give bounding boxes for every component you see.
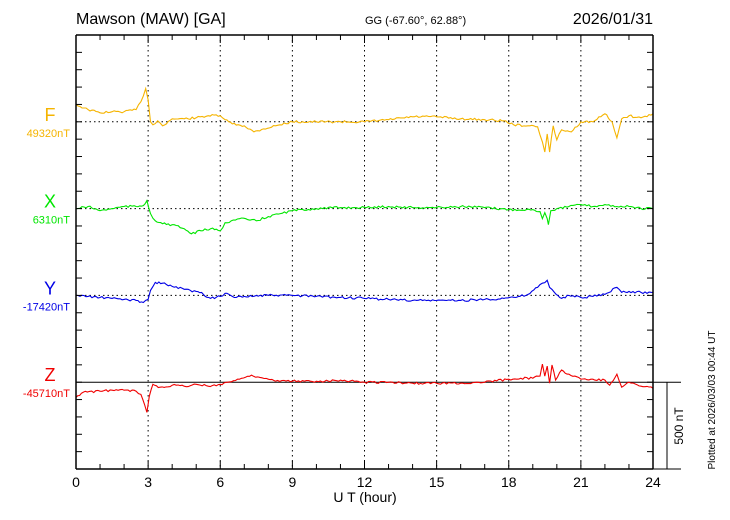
x-tick-label: 0 (72, 474, 80, 490)
chart-date: 2026/01/31 (573, 11, 653, 28)
chart-subtitle: GG (-67.60°, 62.88°) (365, 15, 466, 27)
trace-name-f: F (45, 105, 56, 125)
x-tick-label: 6 (216, 474, 224, 490)
scale-bar-label: 500 nT (672, 407, 686, 445)
x-axis-label: U T (hour) (333, 489, 396, 505)
x-tick-label: 24 (645, 474, 661, 490)
trace-baseline-x: 6310nT (33, 215, 71, 227)
plotted-at-footer: Plotted at 2026/03/03 00:44 UT (707, 331, 718, 470)
trace-y (75, 279, 654, 304)
x-tick-label: 21 (573, 474, 589, 490)
x-tick-label: 9 (288, 474, 296, 490)
trace-name-z: Z (45, 365, 56, 385)
trace-baseline-y: -17420nT (23, 301, 70, 313)
trace-x (75, 199, 654, 235)
chart-title: Mawson (MAW) [GA] (76, 11, 226, 28)
trace-z (75, 363, 654, 413)
x-tick-label: 12 (357, 474, 373, 490)
x-tick-label: 15 (429, 474, 445, 490)
trace-baseline-z: -45710nT (23, 388, 70, 400)
trace-name-x: X (44, 192, 56, 212)
trace-name-y: Y (44, 278, 56, 298)
trace-f (75, 86, 654, 153)
x-tick-label: 18 (501, 474, 517, 490)
trace-baseline-f: 49320nT (27, 128, 71, 140)
x-tick-label: 3 (144, 474, 152, 490)
